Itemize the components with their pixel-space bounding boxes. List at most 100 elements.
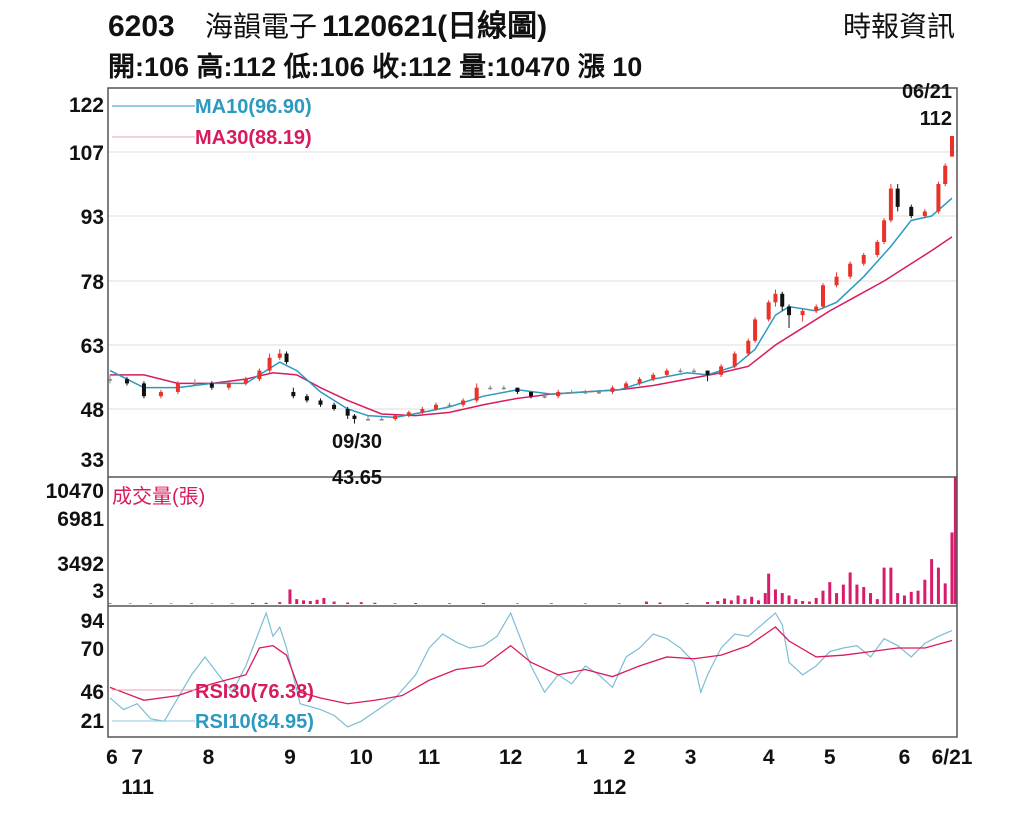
x-tick-label: 7 [131, 746, 143, 769]
candle-body [447, 404, 452, 407]
rsi-tick-label: 70 [81, 638, 104, 661]
volume-bar [685, 603, 689, 604]
volume-tick-label: 10470 [46, 480, 104, 503]
price-tick-label: 33 [81, 449, 104, 472]
price-tick-label: 122 [69, 94, 104, 117]
volume-bar [909, 591, 913, 604]
volume-bar [848, 572, 852, 604]
volume-bar [658, 602, 662, 604]
volume-bar [359, 602, 363, 604]
volume-bar [729, 600, 733, 604]
candle-body [922, 211, 927, 216]
candle-body [352, 415, 357, 419]
candle-body [257, 370, 262, 380]
volume-bar [862, 587, 866, 604]
candle-body [705, 370, 710, 375]
candle-body [596, 391, 601, 394]
candle-body [651, 374, 656, 380]
candle-body [393, 415, 398, 419]
rsi10-line [109, 611, 953, 728]
candle-body [719, 366, 724, 375]
volume-bar [315, 599, 319, 604]
x-tick-label: 5 [824, 746, 836, 769]
candle-body [800, 310, 805, 316]
rsi-tick-label: 94 [81, 610, 105, 633]
volume-bar [346, 602, 350, 604]
volume-bar [801, 600, 805, 604]
volume-bar [736, 595, 740, 604]
volume-bar [930, 559, 934, 604]
price-tick-label: 48 [81, 399, 105, 422]
volume-bar [322, 597, 326, 604]
candle-body [691, 370, 696, 373]
candle-body [678, 370, 683, 373]
volume-bar [756, 600, 760, 604]
ohlc-stats: 開:106 高:112 低:106 收:112 量:10470 漲 10 [108, 51, 642, 82]
volume-bar [923, 579, 927, 604]
ma30-line [110, 236, 953, 417]
volume-bar [278, 602, 282, 604]
candle-body [406, 412, 411, 416]
volume-bar [373, 602, 377, 604]
price-tick-label: 63 [81, 335, 104, 358]
x-tick-label: 6/21 [932, 746, 973, 769]
volume-bar [773, 589, 777, 604]
plot-marks [108, 136, 957, 728]
x-tick-label: 4 [763, 746, 775, 769]
candle-body [108, 379, 112, 381]
rsi30-legend: RSI30(76.38) [195, 681, 314, 703]
volume-bar [393, 603, 397, 604]
volume-bar [149, 603, 153, 604]
candle-body [277, 353, 282, 358]
candle-body [950, 136, 954, 157]
volume-bar [706, 602, 710, 604]
x-tick-label: 6 [106, 746, 118, 769]
candle-body [943, 165, 948, 184]
candle-body [379, 419, 384, 421]
volume-bar [950, 532, 954, 604]
volume-bar [308, 600, 312, 604]
volume-bar [750, 596, 754, 604]
volume-bar [953, 477, 957, 604]
candle-body [556, 391, 561, 397]
rsi-tick-label: 46 [81, 681, 104, 704]
volume-bar [230, 603, 234, 604]
candle-body [753, 319, 758, 341]
volume-bar [882, 567, 886, 604]
volume-bar [763, 593, 767, 604]
volume-bar [549, 603, 553, 604]
volume-tick-label: 3492 [57, 553, 104, 576]
candle-body [488, 387, 493, 390]
candle-body [529, 391, 533, 397]
candle-body [141, 383, 146, 397]
candle-body [158, 391, 163, 397]
volume-bar [814, 597, 818, 604]
year-label: 112 [593, 776, 627, 799]
candle-body [732, 353, 737, 367]
candle-body [834, 276, 839, 286]
rsi30-line [109, 626, 953, 705]
ma10-legend: MA10(96.90) [195, 96, 312, 118]
candle-body [284, 353, 289, 363]
volume-bar [583, 603, 587, 604]
volume-bar [716, 600, 720, 604]
candle-body [366, 419, 371, 421]
grid [108, 151, 957, 410]
candle-body [433, 404, 438, 409]
low-annotation-date: 09/30 [332, 431, 382, 453]
candle-body [624, 383, 629, 388]
volume-bar [295, 599, 299, 604]
candle-body [936, 184, 941, 212]
candle-body [882, 220, 887, 242]
candle-body [124, 379, 129, 384]
candle-body [243, 379, 248, 384]
volume-bar [108, 603, 112, 604]
candle-body [569, 391, 574, 394]
x-tick-label: 9 [284, 746, 296, 769]
volume-bar [767, 573, 771, 604]
candle-body [787, 306, 792, 316]
x-tick-label: 6 [899, 746, 911, 769]
candle-body [610, 387, 615, 392]
candle-body [773, 293, 778, 303]
